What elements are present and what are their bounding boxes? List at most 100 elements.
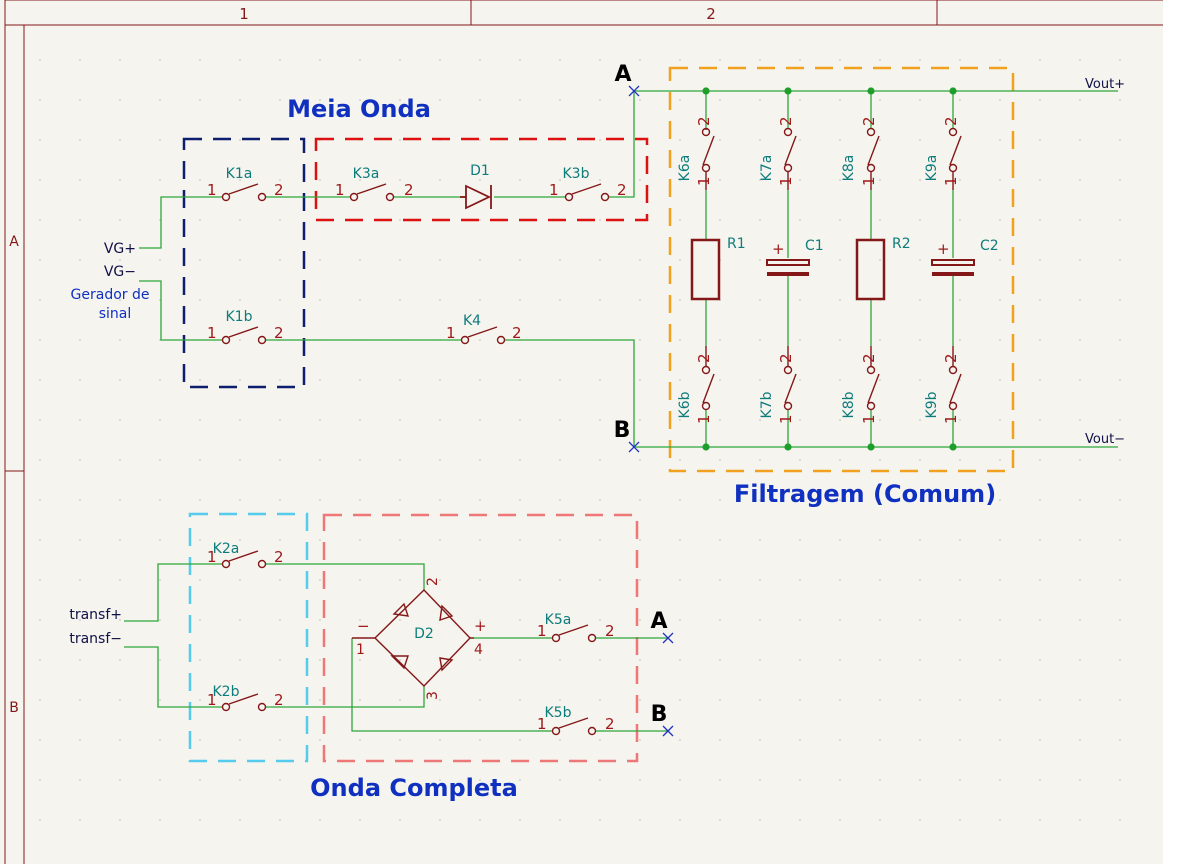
grid-dot — [479, 659, 481, 661]
grid-dot — [199, 699, 201, 701]
junction-dot — [867, 87, 875, 95]
grid-dot — [879, 659, 881, 661]
grid-dot — [599, 379, 601, 381]
grid-dot — [599, 739, 601, 741]
grid-dot — [879, 219, 881, 221]
grid-dot — [279, 59, 281, 61]
grid-dot — [999, 579, 1001, 581]
grid-dot — [839, 259, 841, 261]
d1-diode-symbol — [460, 184, 492, 210]
grid-dot — [679, 259, 681, 261]
grid-dot — [839, 299, 841, 301]
grid-dot — [519, 539, 521, 541]
grid-dot — [999, 779, 1001, 781]
grid-dot — [999, 379, 1001, 381]
grid-dot — [479, 699, 481, 701]
grid-dot — [879, 619, 881, 621]
grid-dot — [679, 379, 681, 381]
grid-dot — [559, 819, 561, 821]
grid-dot — [199, 779, 201, 781]
grid-dot — [879, 739, 881, 741]
grid-dot — [519, 739, 521, 741]
grid-dot — [799, 779, 801, 781]
onda-completa-title: Onda Completa — [310, 774, 518, 802]
grid-dot — [759, 59, 761, 61]
grid-dot — [759, 459, 761, 461]
grid-dot — [879, 179, 881, 181]
grid-dot — [599, 539, 601, 541]
grid-dot — [1039, 299, 1041, 301]
grid-dot — [519, 419, 521, 421]
grid-dot — [1119, 339, 1121, 341]
grid-dot — [759, 819, 761, 821]
grid-dot — [959, 299, 961, 301]
grid-dot — [479, 219, 481, 221]
grid-dot — [959, 659, 961, 661]
grid-dot — [279, 259, 281, 261]
grid-dot — [999, 179, 1001, 181]
grid-dot — [79, 259, 81, 261]
pin-1: 1 — [695, 176, 713, 186]
grid-dot — [399, 299, 401, 301]
grid-dot — [639, 699, 641, 701]
grid-dot — [1039, 339, 1041, 341]
grid-dot — [399, 139, 401, 141]
vg-minus-label: VG− — [104, 264, 136, 280]
grid-dot — [239, 179, 241, 181]
grid-dot — [39, 179, 41, 181]
grid-dot — [599, 459, 601, 461]
ref-k1b: K1b — [226, 309, 253, 325]
grid-dot — [439, 699, 441, 701]
grid-dot — [119, 579, 121, 581]
grid-dot — [719, 99, 721, 101]
grid-dot — [999, 499, 1001, 501]
grid-dot — [959, 539, 961, 541]
grid-dot — [559, 99, 561, 101]
grid-dot — [119, 459, 121, 461]
grid-dot — [1079, 339, 1081, 341]
grid-dot — [79, 419, 81, 421]
grid-dot — [1119, 219, 1121, 221]
grid-dot — [1039, 539, 1041, 541]
grid-dot — [599, 819, 601, 821]
grid-dot — [479, 499, 481, 501]
ref-k2a: K2a — [213, 541, 240, 557]
grid-dot — [359, 579, 361, 581]
grid-dot — [519, 179, 521, 181]
grid-dot — [639, 819, 641, 821]
grid-dot — [919, 539, 921, 541]
grid-dot — [39, 659, 41, 661]
grid-dot — [839, 539, 841, 541]
grid-dot — [759, 99, 761, 101]
vout-minus-label: Vout− — [1085, 432, 1125, 447]
grid-dot — [479, 99, 481, 101]
grid-dot — [279, 739, 281, 741]
grid-dot — [119, 539, 121, 541]
grid-dot — [999, 59, 1001, 61]
grid-dot — [159, 499, 161, 501]
grid-dot — [839, 379, 841, 381]
grid-dot — [359, 659, 361, 661]
d2-bridge-symbol — [352, 589, 474, 687]
grid-dot — [679, 99, 681, 101]
grid-dot — [799, 819, 801, 821]
grid-dot — [879, 59, 881, 61]
grid-dot — [679, 539, 681, 541]
grid-dot — [679, 819, 681, 821]
grid-dot — [799, 459, 801, 461]
grid-dot — [999, 739, 1001, 741]
grid-dot — [559, 699, 561, 701]
grid-dot — [319, 819, 321, 821]
grid-dot — [999, 619, 1001, 621]
grid-dot — [799, 219, 801, 221]
d2-plus-sign: + — [474, 617, 487, 635]
grid-dot — [639, 99, 641, 101]
grid-dot — [799, 139, 801, 141]
grid-dot — [559, 539, 561, 541]
grid-dot — [959, 179, 961, 181]
grid-dot — [119, 619, 121, 621]
grid-dot — [199, 419, 201, 421]
grid-dot — [639, 499, 641, 501]
grid-dot — [399, 179, 401, 181]
grid-dot — [359, 459, 361, 461]
